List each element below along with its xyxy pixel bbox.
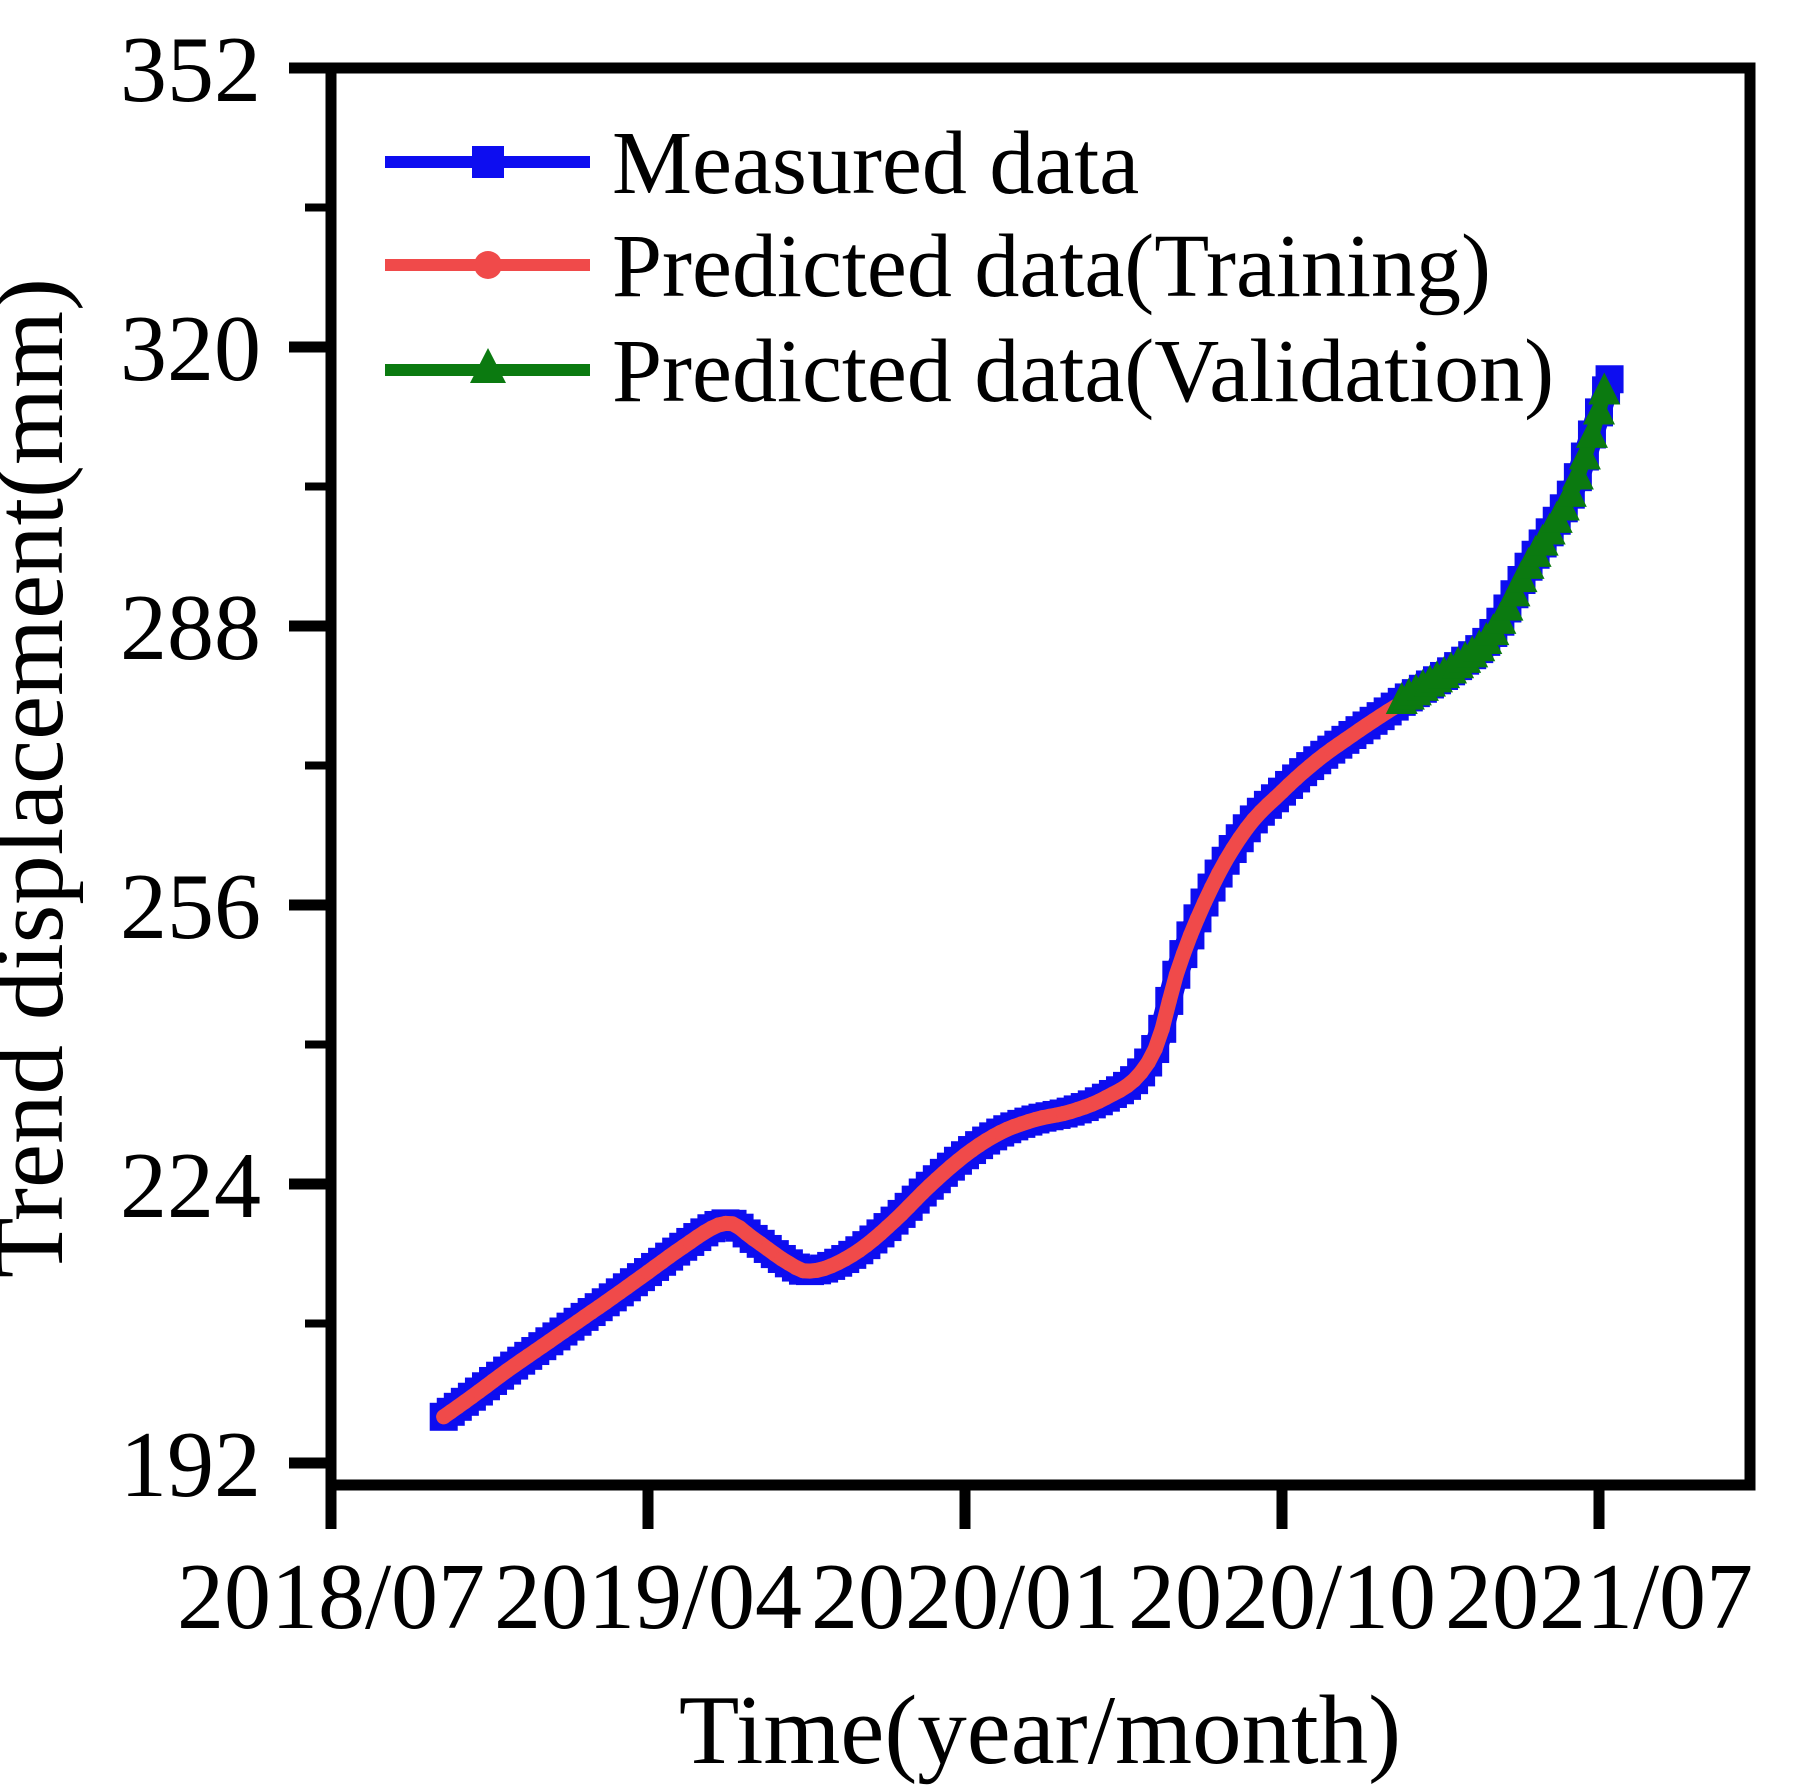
training-marker — [1225, 841, 1241, 857]
training-marker — [1218, 853, 1234, 869]
x-tick-label: 2018/07 — [177, 1545, 485, 1649]
legend-item: Measured data — [385, 114, 1139, 213]
validation-marker — [1588, 372, 1621, 405]
y-tick-label: 352 — [120, 18, 261, 122]
legend-item: Predicted data(Validation) — [385, 322, 1554, 421]
training-marker — [1204, 880, 1220, 896]
legend-label: Predicted data(Training) — [612, 217, 1491, 316]
x-tick-label: 2019/04 — [494, 1545, 802, 1649]
x-tick-label: 2021/07 — [1445, 1545, 1753, 1649]
training-marker — [1189, 910, 1205, 926]
training-marker — [1182, 927, 1198, 943]
validation-marker — [1575, 415, 1608, 448]
y-tick-label: 192 — [120, 1413, 261, 1517]
training-marker — [1154, 1021, 1170, 1037]
measured-data-line — [431, 367, 1622, 1429]
series-layer — [429, 365, 1624, 1431]
y-tick-label: 256 — [120, 855, 261, 959]
training-marker — [1197, 895, 1213, 911]
predicted-data-validation--line — [1394, 385, 1612, 709]
training-marker — [1168, 967, 1184, 983]
y-axis-title: Trend displacement(mm) — [0, 278, 84, 1278]
validation-marker — [1583, 392, 1615, 425]
x-tick-label: 2020/01 — [811, 1545, 1119, 1649]
validation-marker — [1554, 474, 1587, 507]
validation-marker — [1561, 457, 1594, 490]
legend-label: Predicted data(Validation) — [612, 322, 1554, 421]
plot-box — [325, 62, 1756, 1491]
legend-circle-icon — [474, 251, 502, 279]
x-axis-title: Time(year/month) — [679, 1676, 1401, 1785]
training-marker — [1211, 866, 1227, 882]
y-tick-label: 320 — [120, 297, 261, 401]
legend-square-icon — [472, 146, 504, 178]
legend-triangle-icon — [470, 348, 506, 383]
training-marker — [1140, 1054, 1156, 1070]
x-tick-label: 2020/10 — [1128, 1545, 1436, 1649]
series-square — [429, 365, 1624, 1431]
legend-label: Measured data — [612, 114, 1139, 213]
training-marker — [1175, 946, 1191, 962]
series-triangle — [1385, 372, 1621, 715]
y-tick-label: 224 — [120, 1134, 261, 1238]
training-marker — [1147, 1041, 1163, 1057]
validation-marker — [1568, 437, 1601, 470]
series-circle — [436, 694, 1412, 1425]
training-marker — [1161, 993, 1177, 1009]
y-tick-label: 288 — [120, 576, 261, 680]
legend-item: Predicted data(Training) — [385, 217, 1491, 316]
